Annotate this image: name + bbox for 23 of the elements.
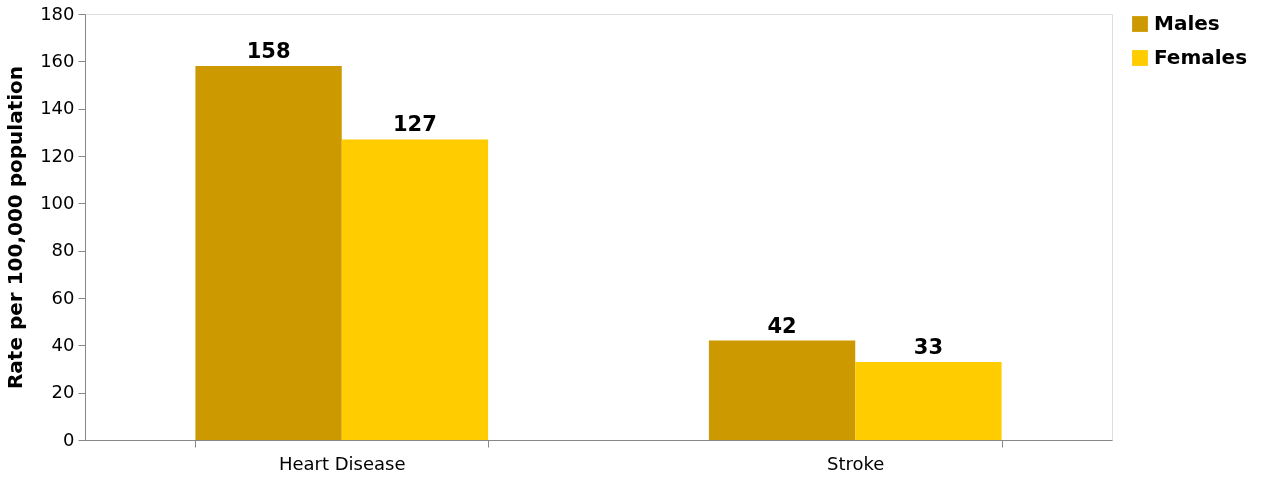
x-tick-label: Stroke [827,452,885,474]
y-tick-label: 140 [40,97,75,119]
bar [195,66,342,440]
y-tick-label: 40 [51,333,75,355]
data-label: 42 [767,313,797,338]
y-tick-label: 180 [40,2,75,24]
y-tick-label: 20 [51,381,75,403]
data-label: 158 [246,39,291,64]
bar [855,361,1002,440]
y-tick-label: 100 [40,191,75,213]
y-tick-label: 0 [63,428,75,450]
y-tick-label: 120 [40,144,75,166]
y-tick-label: 160 [40,49,75,71]
legend-label: Males [1154,11,1220,35]
y-tick-label: 80 [51,239,75,261]
y-axis-title: Rate per 100,000 population [3,65,28,390]
bar [341,139,489,440]
y-tick-label: 60 [51,286,75,308]
x-tick-label: Heart Disease [278,452,406,474]
legend-label: Females [1154,45,1248,69]
data-label: 127 [393,112,437,137]
data-label: 33 [913,334,944,359]
bar [708,340,856,440]
